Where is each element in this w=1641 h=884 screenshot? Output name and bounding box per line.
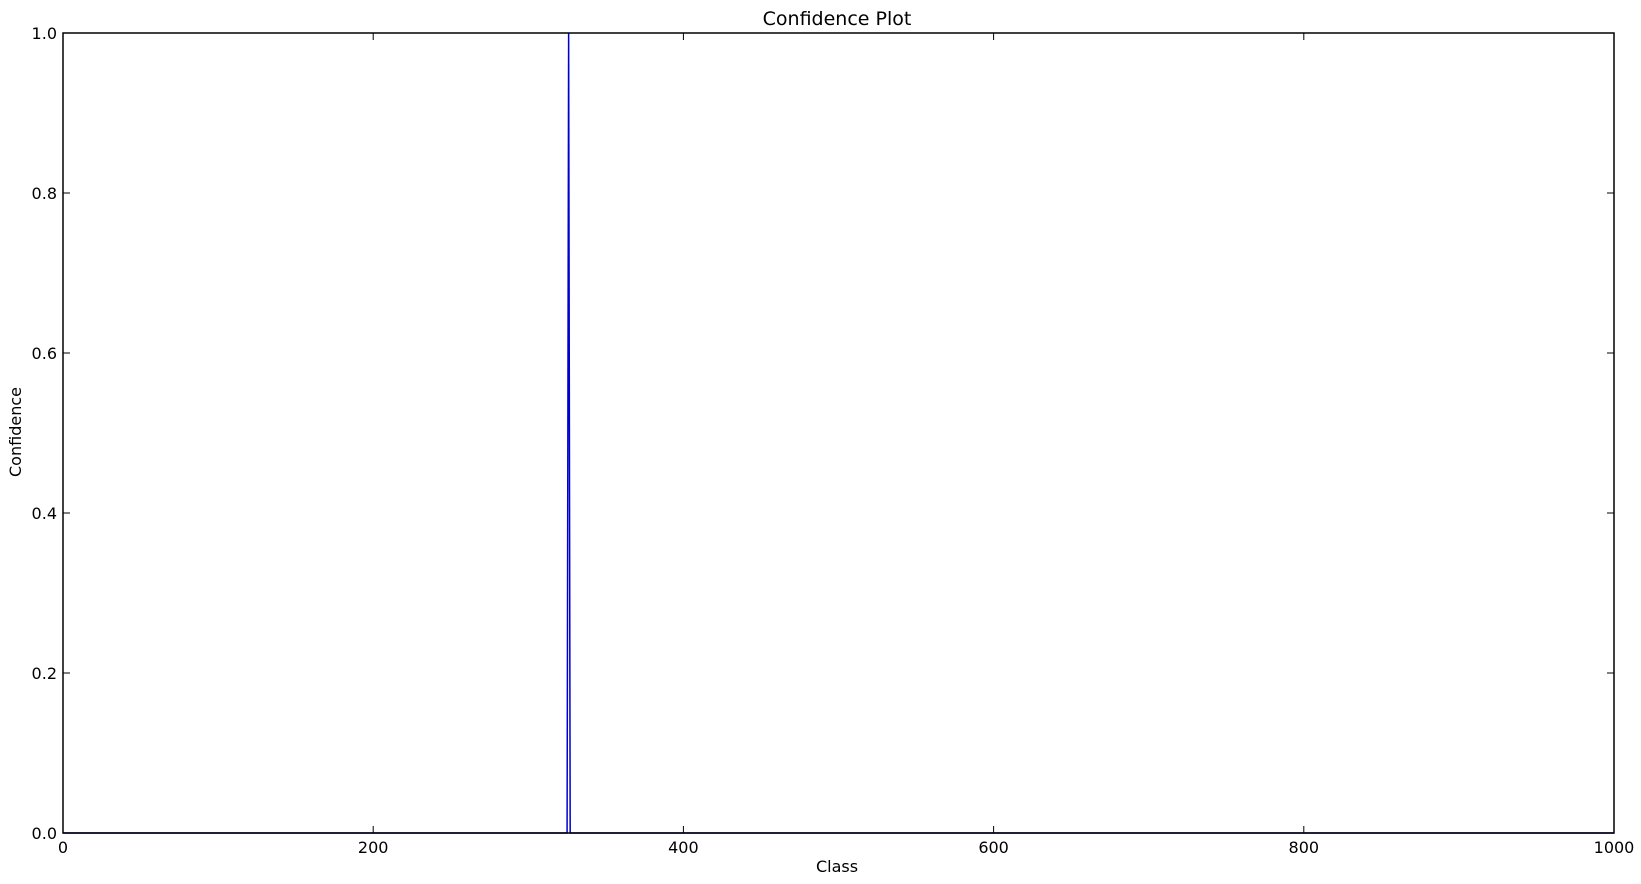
- y-tick-label: 0.8: [32, 184, 57, 203]
- y-tick-label: 1.0: [32, 24, 57, 43]
- x-tick-label: 800: [1289, 838, 1320, 857]
- x-tick-label: 1000: [1594, 838, 1635, 857]
- x-tick-label: 600: [978, 838, 1009, 857]
- x-axis-label: Class: [816, 857, 858, 876]
- y-tick-label: 0.4: [32, 504, 57, 523]
- plot-frame: [62, 32, 1615, 834]
- x-tick-label: 200: [358, 838, 389, 857]
- y-tick-label: 0.2: [32, 664, 57, 683]
- chart-title: Confidence Plot: [763, 8, 912, 30]
- y-tick-label: 0.0: [32, 824, 57, 843]
- y-tick-label: 0.6: [32, 344, 57, 363]
- x-tick-label: 400: [668, 838, 699, 857]
- x-tick-label: 0: [58, 838, 68, 857]
- ticks-layer: 0 200 400 600 800 1000 0.0 0.2 0.4 0.6 0.8 1.0: [32, 24, 1635, 857]
- y-axis-label: Confidence: [6, 387, 25, 477]
